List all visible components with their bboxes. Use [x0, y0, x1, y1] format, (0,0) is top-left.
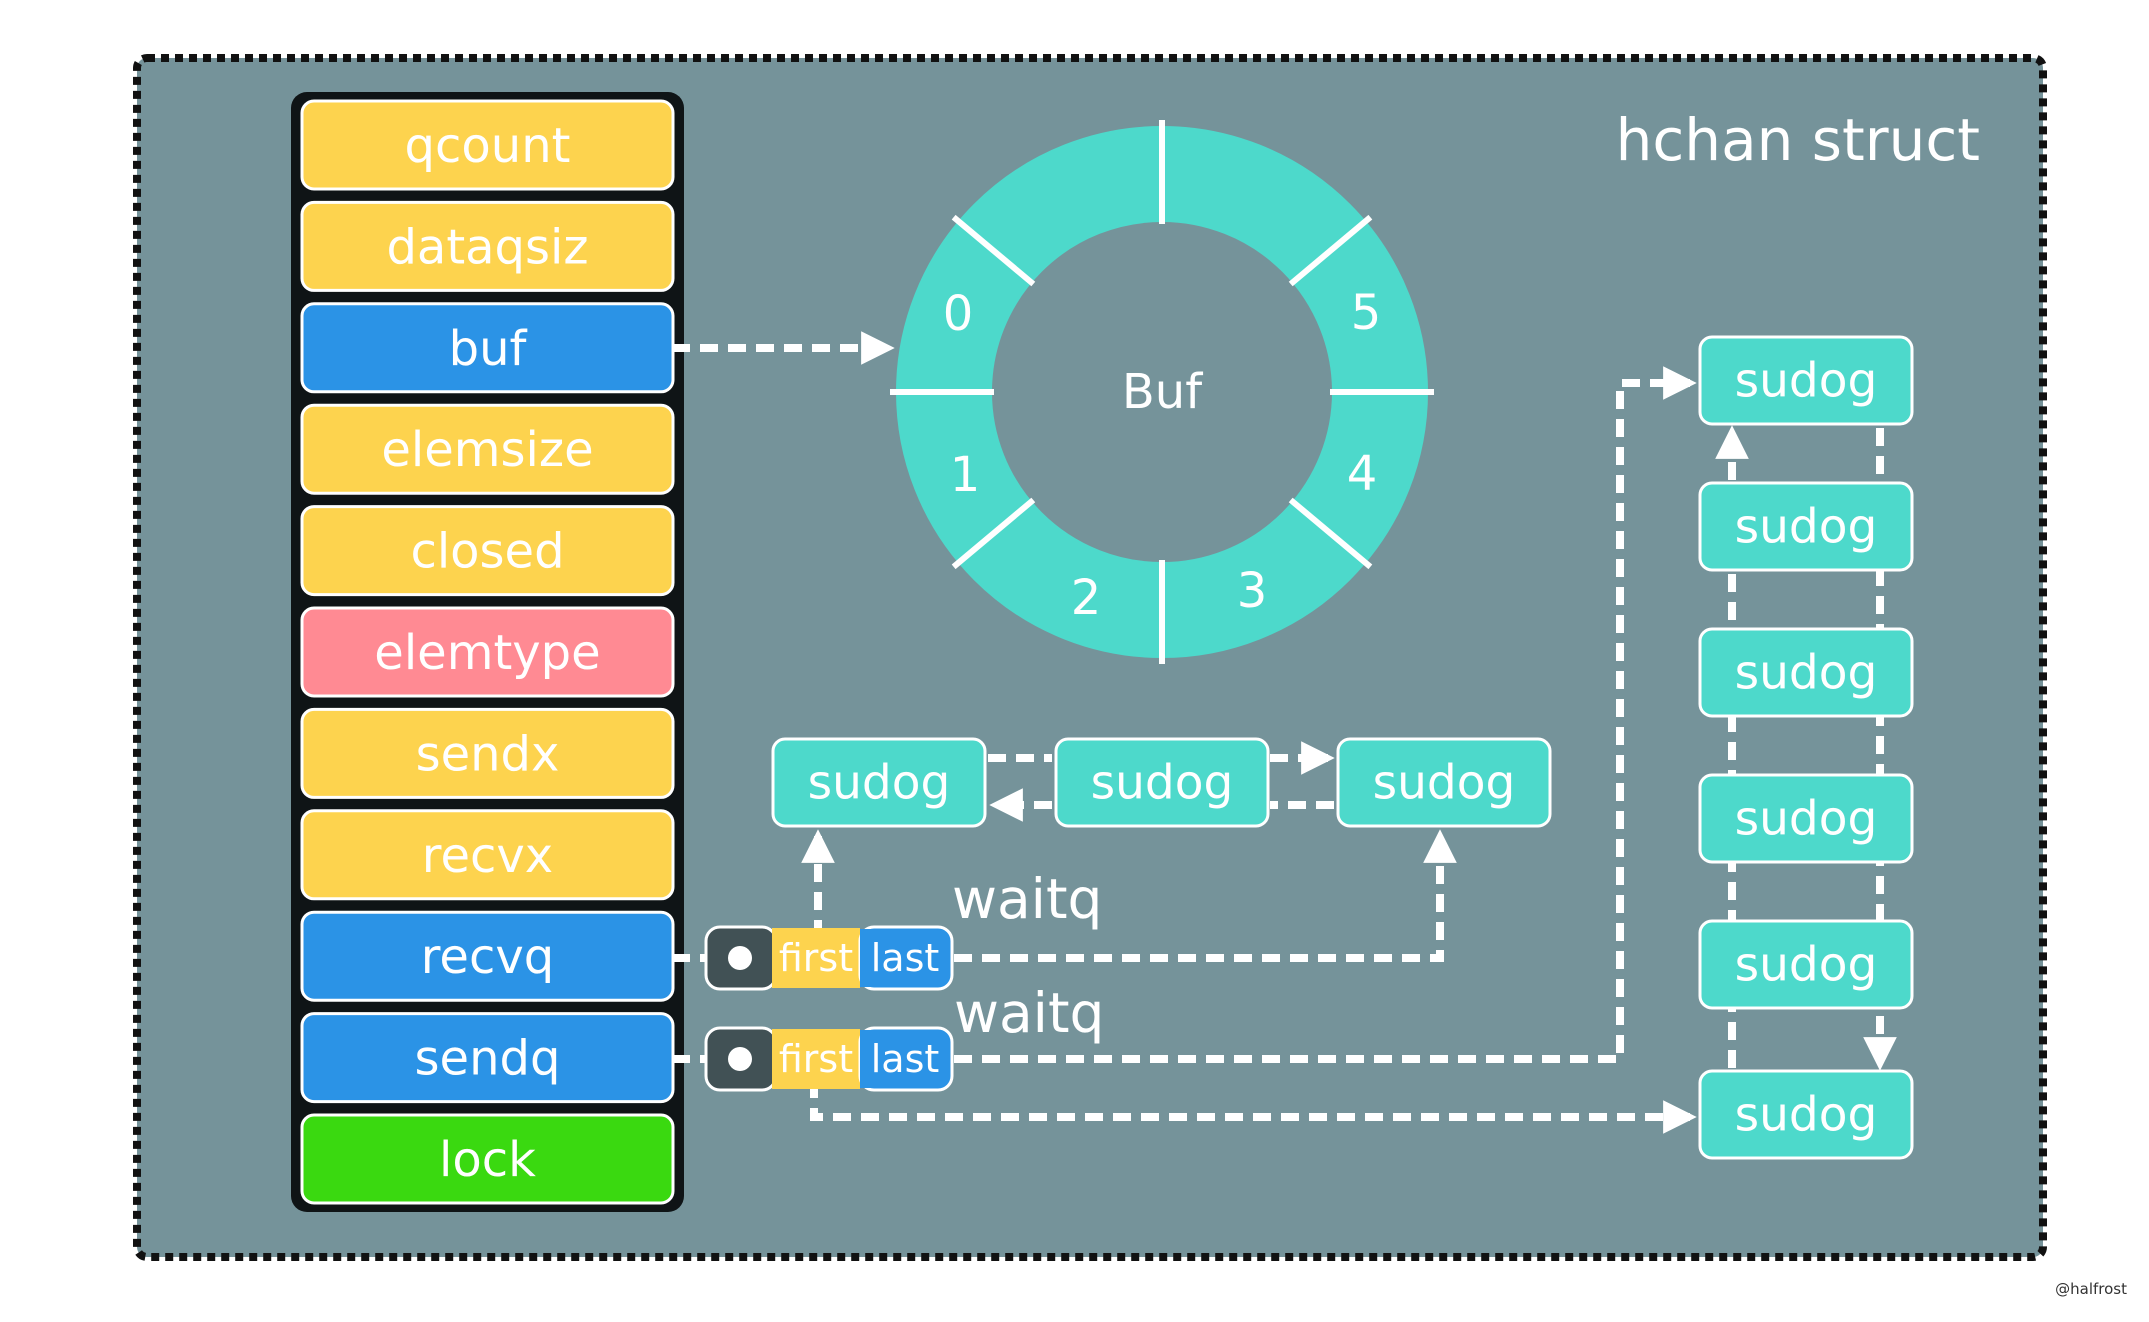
- sendq-first-arrow: [810, 1080, 1697, 1134]
- sudog-horizontal-2-box: [1054, 737, 1270, 828]
- sudog-horizontal-2-label: sudog: [1091, 756, 1234, 811]
- ring-divider: [951, 214, 1036, 287]
- field-list: qcount dataqsiz buf elemsize closed elemtype s…: [291, 92, 684, 1212]
- sendq-last-label: last: [871, 1037, 940, 1081]
- ring-slot-5-label: 5: [1351, 285, 1382, 341]
- field-dataqsiz-box: [300, 200, 675, 292]
- ring-divider: [951, 497, 1036, 570]
- sendq-first-label: first: [779, 1037, 853, 1081]
- recvq-pointer-dot: [728, 946, 752, 970]
- field-recvx-box: [300, 809, 675, 901]
- field-sendq-label: sendq: [415, 1031, 561, 1087]
- sudog-horizontal-3-box: [1336, 737, 1552, 828]
- field-qcount-label: qcount: [405, 118, 571, 174]
- sudog-vertical-6-label: sudog: [1735, 1088, 1878, 1143]
- sudog-horizontal-3-label: sudog: [1373, 756, 1516, 811]
- recvq-last-label: last: [871, 936, 940, 980]
- sendq-waitq: first last waitq: [704, 981, 1104, 1092]
- ring-slot-1-label: 1: [950, 447, 981, 503]
- field-lock-box: [300, 1113, 675, 1205]
- ring-slot-2-label: 2: [1071, 570, 1102, 626]
- hchan-title: hchan struct: [1616, 106, 1980, 174]
- sudog-vertical-3-box: [1698, 627, 1914, 718]
- sudog-vertical-1-box: [1698, 335, 1914, 426]
- field-closed-box: [300, 505, 675, 597]
- field-elemsize-label: elemsize: [381, 422, 593, 478]
- ring-divider: [1288, 214, 1373, 287]
- field-recvx-label: recvx: [422, 828, 553, 884]
- recvq-waitq-label: waitq: [952, 867, 1102, 931]
- sudog-horizontal-1-box: [771, 737, 987, 828]
- watermark: @halfrost: [2055, 1280, 2127, 1298]
- sudog-vertical-2-box: [1698, 481, 1914, 572]
- recvq-waitq: first last waitq: [704, 867, 1102, 991]
- sudog-vertical-5-label: sudog: [1735, 938, 1878, 993]
- field-dataqsiz-label: dataqsiz: [386, 219, 588, 275]
- sudog-vertical-1-label: sudog: [1735, 354, 1878, 409]
- ring-slot-4-label: 4: [1347, 446, 1378, 502]
- ring-buffer: 0 1 2 3 4 5: [890, 120, 1434, 664]
- sudog-vertical-3-label: sudog: [1735, 646, 1878, 701]
- sudog-horizontal-1-label: sudog: [808, 756, 951, 811]
- ring-slot-0-label: 0: [943, 286, 974, 342]
- ring-slot-3-label: 3: [1237, 563, 1268, 619]
- sudog-nodes: sudog sudog sudog sudog sudog sudog sudog sudog…: [771, 335, 1914, 1160]
- field-sendx-box: [300, 707, 675, 799]
- sendq-waitq-label: waitq: [954, 981, 1104, 1045]
- buffer-label: Buf: [1122, 364, 1203, 420]
- field-sendx-label: sendx: [416, 726, 560, 782]
- sudog-vertical-4-label: sudog: [1735, 792, 1878, 847]
- recvq-last-cell-mask: [860, 929, 880, 987]
- field-lock-label: lock: [439, 1132, 536, 1188]
- sudog-vertical-5-box: [1698, 919, 1914, 1010]
- field-elemtype-box: [300, 606, 675, 698]
- ring-divider: [1288, 497, 1373, 570]
- field-elemsize-box: [300, 403, 675, 495]
- sudog-vertical-4-box: [1698, 773, 1914, 864]
- connector-arrows: [672, 331, 1897, 1134]
- recvq-first-label: first: [779, 936, 853, 980]
- field-qcount-box: [300, 99, 675, 191]
- field-closed-label: closed: [410, 524, 564, 580]
- sendq-first-cell: [772, 1029, 860, 1089]
- sendq-last-cell-mask: [860, 1030, 880, 1088]
- sudog-vertical-6-box: [1698, 1069, 1914, 1160]
- recvq-first-cell: [772, 928, 860, 988]
- field-buf-label: buf: [449, 321, 528, 377]
- recvq-last-arrow: [954, 829, 1457, 962]
- sendq-pointer-dot: [728, 1047, 752, 1071]
- sudog-vertical-2-label: sudog: [1735, 500, 1878, 555]
- sendq-last-arrow: [954, 366, 1697, 1063]
- field-elemtype-label: elemtype: [374, 625, 600, 681]
- field-recvq-label: recvq: [421, 929, 554, 985]
